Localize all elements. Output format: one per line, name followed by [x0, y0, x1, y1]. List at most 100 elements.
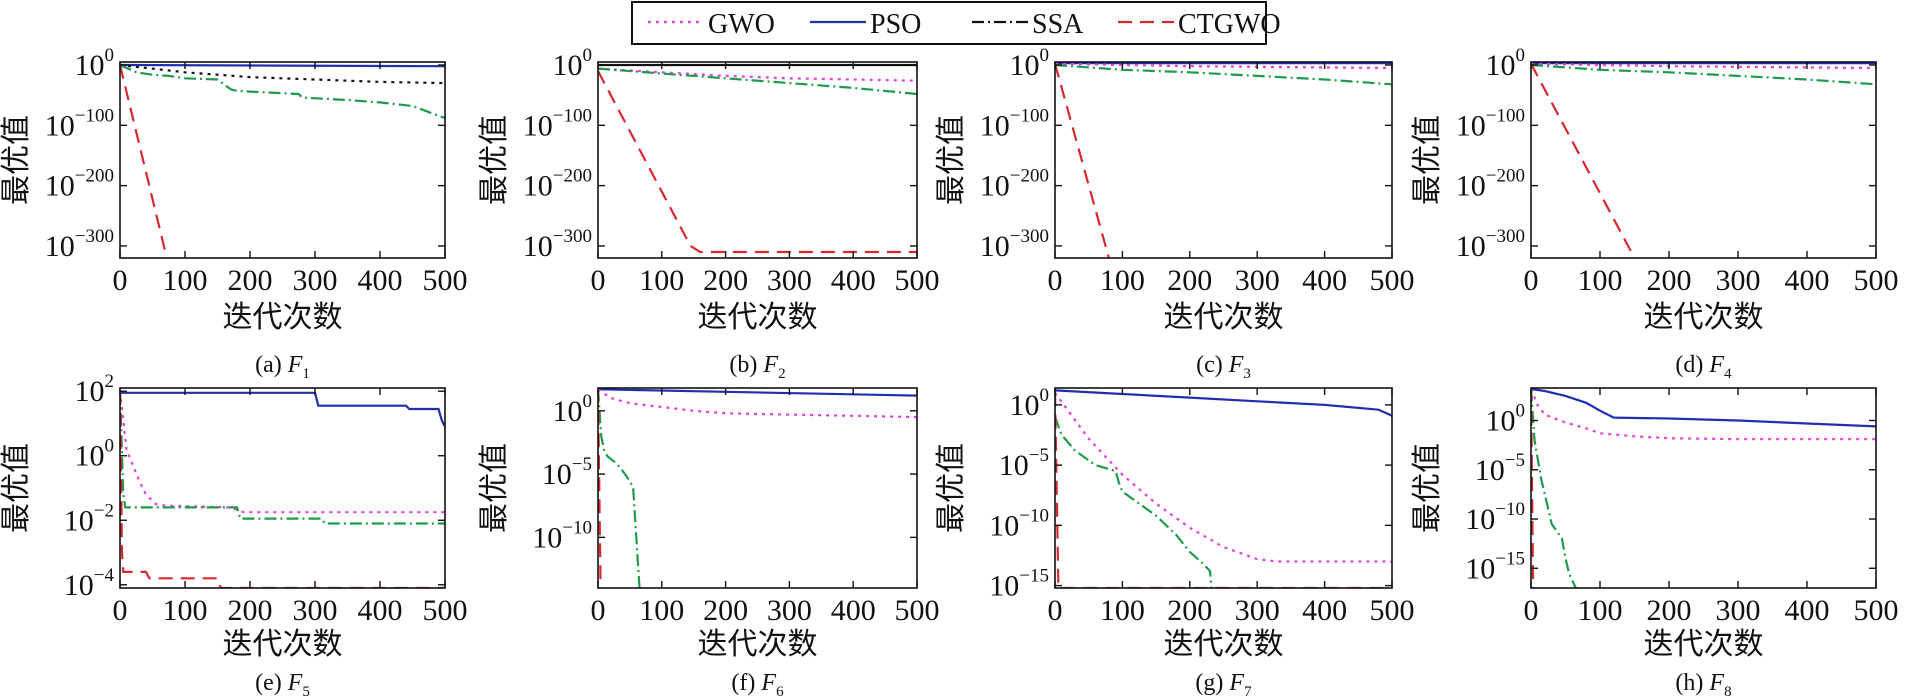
x-axis-label: 迭代次数 — [1164, 628, 1284, 661]
x-tick-label: 200 — [228, 264, 273, 297]
x-tick-label: 400 — [1302, 594, 1347, 627]
y-tick-label: 10−200 — [523, 166, 592, 203]
y-tick-label: 100 — [1010, 385, 1050, 422]
y-axis-label: 最优值 — [478, 443, 511, 533]
x-tick-label: 0 — [113, 264, 128, 297]
x-tick-label: 500 — [895, 594, 940, 627]
x-tick-label: 400 — [831, 594, 876, 627]
x-tick-label: 100 — [639, 264, 684, 297]
y-tick-label: 10−10 — [989, 505, 1049, 542]
y-axis-label: 最优值 — [0, 115, 33, 205]
x-axis-label: 迭代次数 — [698, 628, 818, 661]
x-tick-label: 100 — [163, 594, 208, 627]
series-line-gwo — [1531, 388, 1876, 441]
legend-label-ctgwo: CTGWO — [1178, 9, 1281, 40]
series-line-ctgwo — [1055, 63, 1110, 258]
panel-caption: (a) F1 — [255, 352, 310, 382]
series-line-ctgwo — [120, 391, 445, 588]
plot-frame — [119, 387, 446, 589]
panel-g: 0 100 200 300 400 500 100 10−5 10−10 10−15 最优值迭代次数… — [935, 385, 1415, 696]
x-tick-label: 500 — [423, 264, 468, 297]
series-line-gwo — [598, 67, 917, 82]
series-line-ctgwo — [1531, 63, 1636, 258]
y-tick-label: 10−2 — [64, 500, 114, 537]
y-tick-label: 10−300 — [45, 226, 114, 263]
x-tick-label: 0 — [591, 594, 606, 627]
x-tick-label: 400 — [1785, 264, 1830, 297]
y-tick-label: 10−4 — [64, 565, 115, 602]
x-tick-label: 100 — [1578, 264, 1623, 297]
y-tick-label: 10−10 — [1465, 499, 1525, 536]
x-tick-label: 200 — [703, 594, 748, 627]
series-line-ctgwo — [598, 70, 917, 254]
y-tick-label: 100 — [75, 45, 115, 82]
x-axis-label: 迭代次数 — [1164, 301, 1284, 334]
series-line-ssa — [598, 67, 917, 96]
panel-caption: (c) F3 — [1196, 352, 1251, 382]
panel-caption: (h) F8 — [1675, 670, 1731, 696]
series-line-ctgwo — [120, 64, 168, 258]
legend-label-ssa: SSA — [1032, 9, 1084, 40]
y-tick-label: 100 — [1486, 401, 1526, 438]
x-axis-label: 迭代次数 — [223, 301, 343, 334]
panel-a: 0 100 200 300 400 500 100 10−100 10−200 10−300 最优值… — [0, 45, 468, 382]
series-group — [598, 388, 917, 588]
y-tick-label: 10−15 — [989, 566, 1049, 603]
x-tick-label: 300 — [1235, 594, 1280, 627]
series-line-pso — [1531, 388, 1876, 428]
y-tick-label: 10−300 — [523, 226, 592, 263]
panel-c: 0 100 200 300 400 500 100 10−100 10−200 10−300 最优值… — [935, 45, 1415, 382]
x-tick-label: 0 — [113, 594, 128, 627]
series-line-gwo — [1055, 62, 1392, 70]
y-tick-label: 10−200 — [45, 166, 114, 203]
series-line-gwo — [120, 63, 445, 85]
legend-label-gwo: GWO — [708, 9, 775, 40]
x-tick-label: 500 — [895, 264, 940, 297]
x-tick-label: 500 — [1370, 594, 1415, 627]
x-tick-label: 0 — [591, 264, 606, 297]
x-tick-label: 300 — [767, 594, 812, 627]
series-line-ssa — [1055, 63, 1392, 86]
x-tick-label: 100 — [639, 594, 684, 627]
series-line-ssa — [120, 63, 445, 120]
legend-label-pso: PSO — [870, 9, 921, 40]
y-axis-label: 最优值 — [478, 115, 511, 205]
panel-d: 0 100 200 300 400 500 100 10−100 10−200 10−300 最优值… — [1411, 45, 1899, 382]
y-tick-label: 100 — [553, 45, 593, 82]
y-tick-label: 10−100 — [45, 105, 114, 142]
x-tick-label: 300 — [293, 264, 338, 297]
y-axis-label: 最优值 — [935, 115, 968, 205]
series-line-ctgwo — [1055, 392, 1392, 588]
panel-caption: (b) F2 — [729, 352, 785, 382]
y-tick-label: 100 — [75, 436, 115, 473]
series-line-gwo — [1055, 392, 1392, 563]
y-tick-label: 102 — [75, 371, 115, 408]
y-axis-label: 最优值 — [1411, 443, 1444, 533]
x-tick-label: 0 — [1048, 594, 1063, 627]
x-axis-label: 迭代次数 — [223, 628, 343, 661]
x-tick-label: 200 — [1647, 264, 1692, 297]
x-tick-label: 500 — [423, 594, 468, 627]
y-tick-label: 10−200 — [980, 166, 1049, 203]
x-tick-label: 500 — [1854, 594, 1899, 627]
series-line-ssa — [598, 389, 641, 588]
y-tick-label: 10−5 — [1475, 450, 1525, 487]
panel-caption: (e) F5 — [255, 670, 310, 696]
x-axis-label: 迭代次数 — [1644, 301, 1764, 334]
series-group — [120, 391, 445, 588]
panel-caption: (d) F4 — [1675, 352, 1732, 382]
x-tick-label: 500 — [1854, 264, 1899, 297]
y-tick-label: 10−100 — [523, 105, 592, 142]
y-tick-label: 10−100 — [980, 105, 1049, 142]
x-axis-label: 迭代次数 — [698, 301, 818, 334]
y-tick-label: 10−10 — [532, 517, 592, 554]
x-tick-label: 400 — [358, 594, 403, 627]
x-tick-label: 400 — [1302, 264, 1347, 297]
series-line-pso — [120, 63, 445, 68]
x-tick-label: 300 — [1716, 594, 1761, 627]
plot-frame — [119, 61, 446, 259]
series-line-pso — [598, 388, 917, 397]
y-tick-label: 10−5 — [542, 454, 592, 491]
panel-caption: (g) F7 — [1195, 670, 1252, 696]
